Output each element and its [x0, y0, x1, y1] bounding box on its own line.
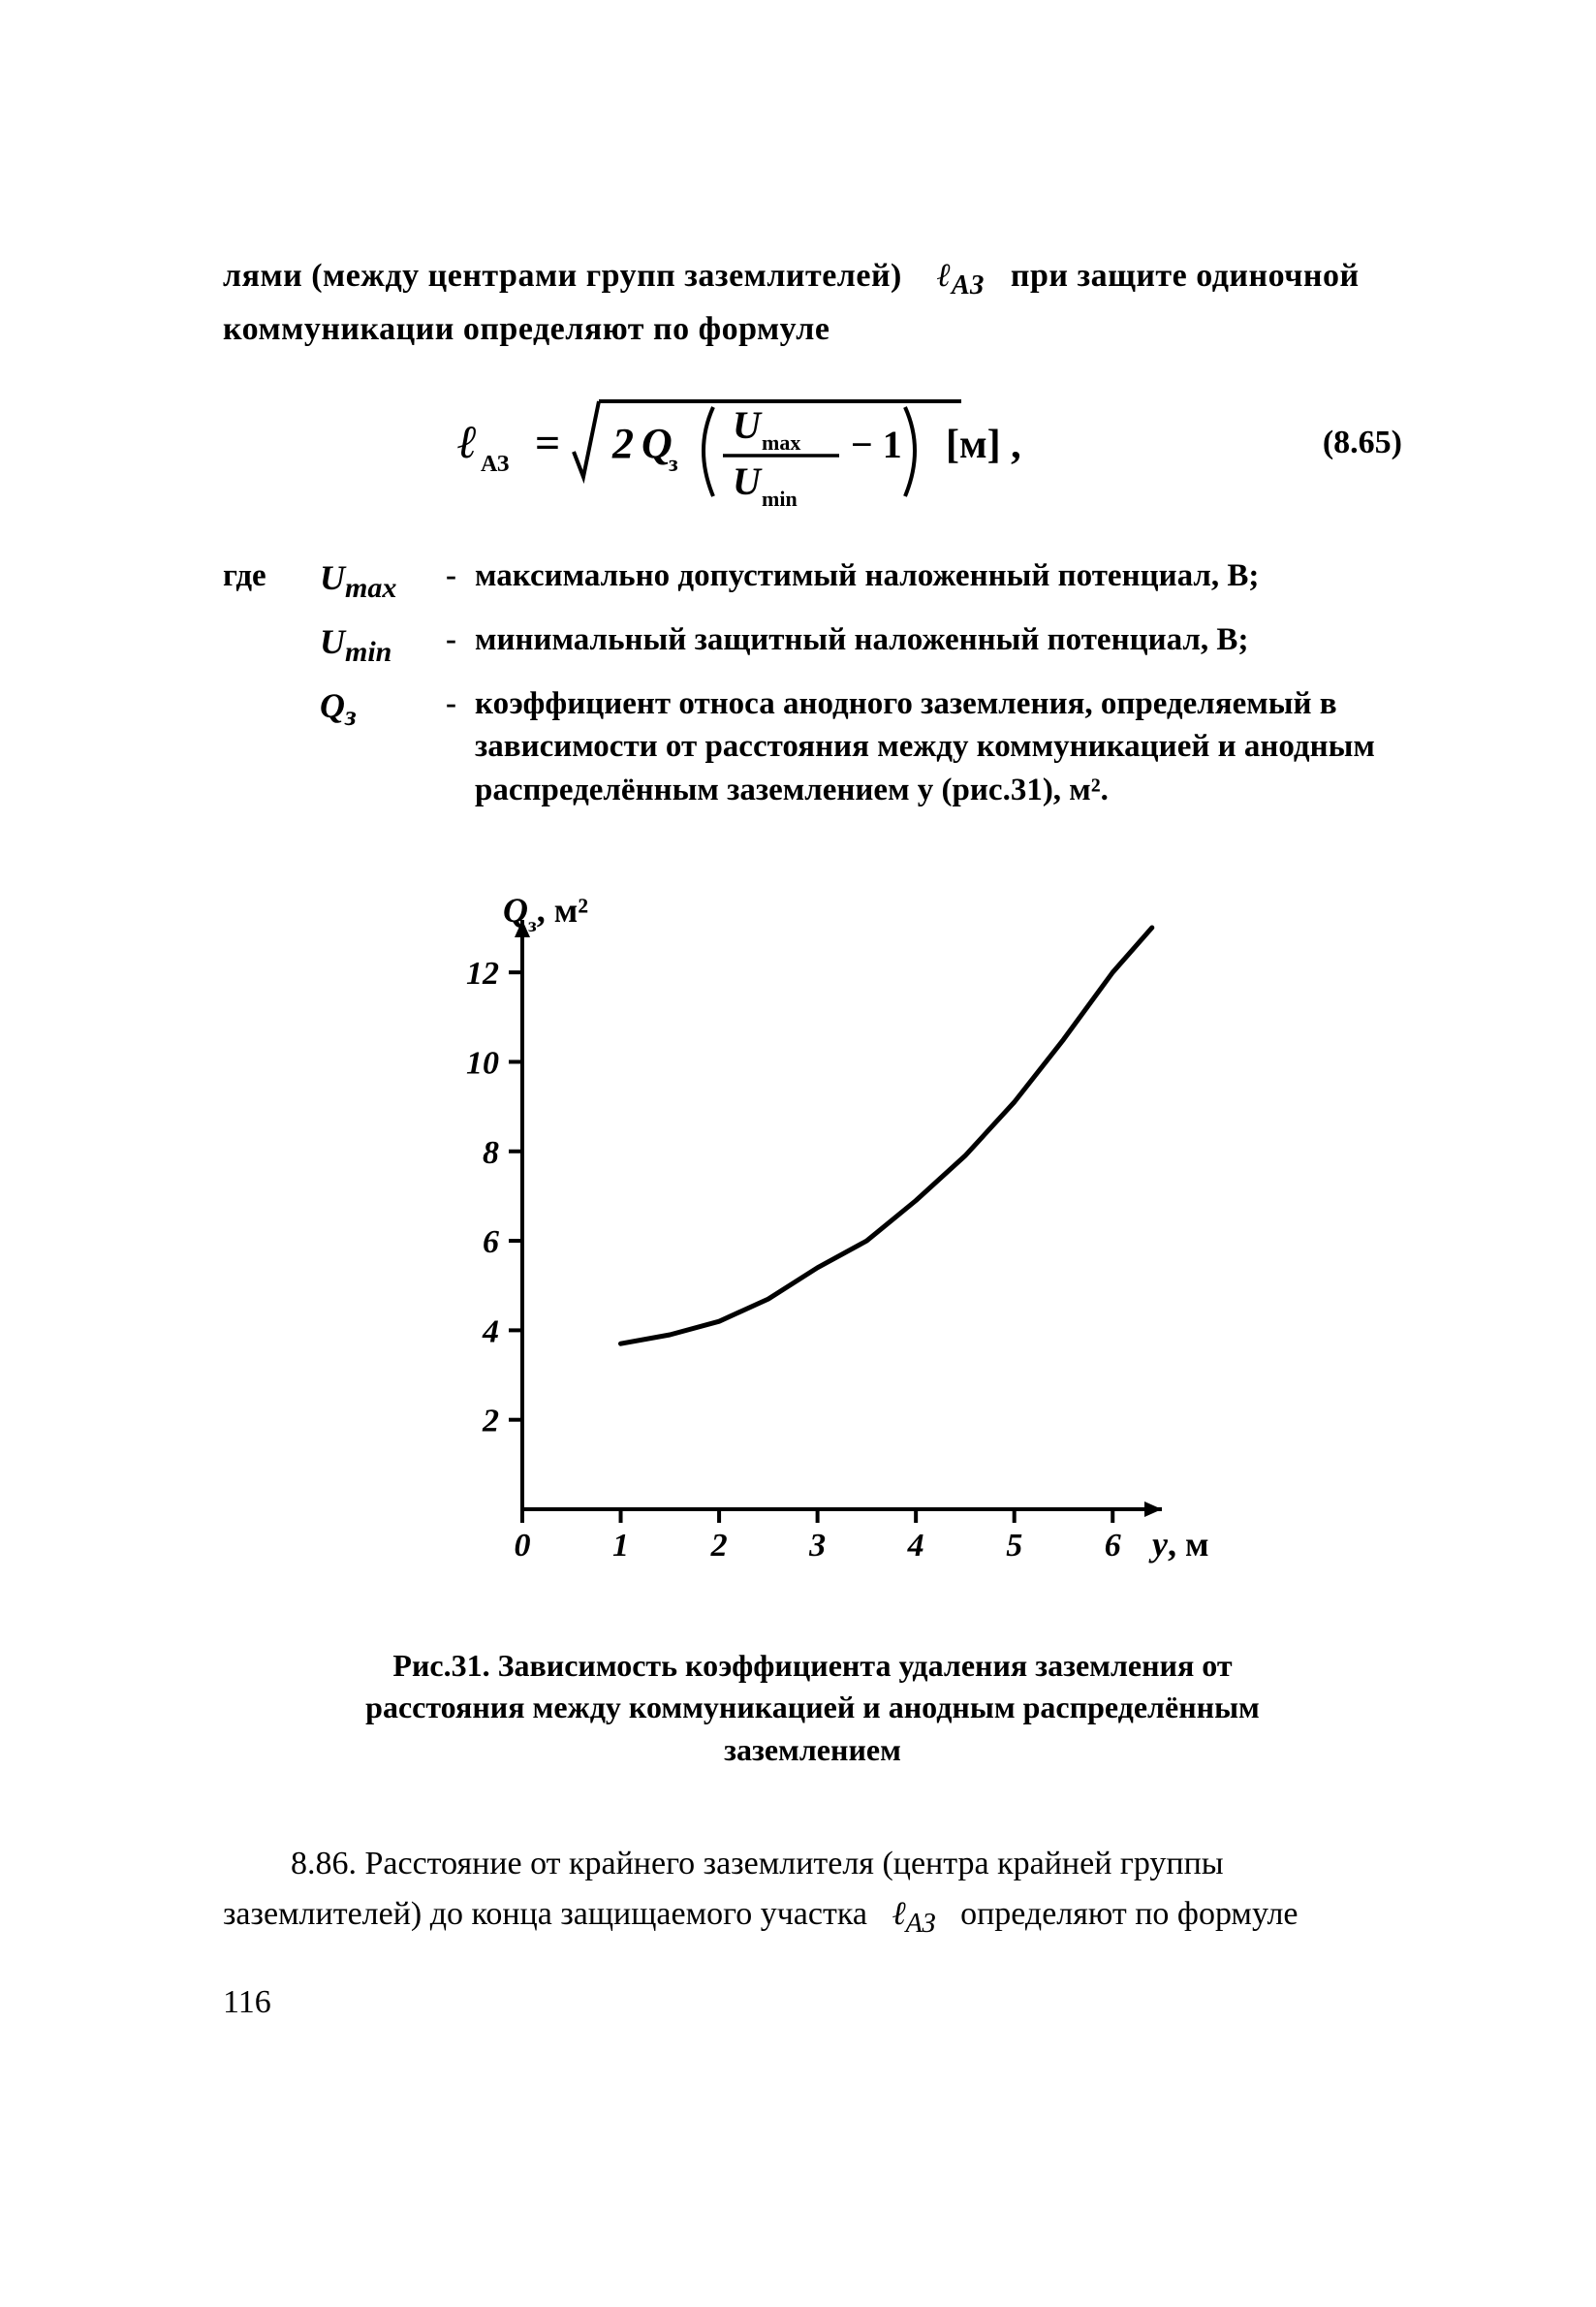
svg-text:=: = — [535, 418, 560, 467]
svg-text:12: 12 — [466, 956, 499, 992]
svg-text:min: min — [762, 487, 798, 511]
def-text-qz: коэффициент относа анодного заземления, … — [475, 682, 1402, 812]
svg-text:5: 5 — [1006, 1528, 1022, 1564]
definitions-block: где Umax - максимально допустимый наложе… — [223, 554, 1402, 811]
symbol-l-az-inline-2: ℓАЗ — [892, 1896, 944, 1932]
paragraph-intro: лями (между центрами групп заземлителей)… — [223, 252, 1402, 353]
svg-text:6: 6 — [1104, 1528, 1120, 1564]
svg-text:4: 4 — [906, 1528, 923, 1564]
svg-text:10: 10 — [466, 1046, 499, 1082]
svg-text:4: 4 — [482, 1314, 499, 1350]
figure-31-chart: 012345624681012Qз, м²y, м — [223, 889, 1402, 1587]
def-symbol-umax: Umax — [320, 554, 446, 609]
svg-text:[м] ,: [м] , — [946, 423, 1021, 467]
page: лями (между центрами групп заземлителей)… — [0, 0, 1596, 2307]
def-symbol-qz: Qз — [320, 682, 446, 737]
def-symbol-umin: Umin — [320, 618, 446, 673]
para1-part-a: лями (между центрами групп заземлителей) — [223, 258, 902, 294]
def-row-umax: где Umax - максимально допустимый наложе… — [223, 554, 1402, 609]
svg-text:з: з — [669, 452, 678, 477]
def-text-umin: минимальный защитный наложенный потенциа… — [475, 618, 1402, 662]
equation-svg: ℓАЗ=2QзUmaxUmin− 1[м] , — [448, 370, 1068, 516]
equation-number: (8.65) — [1323, 425, 1402, 461]
page-number: 116 — [223, 1984, 1402, 2021]
def-text-umax: максимально допустимый наложенный потенц… — [475, 554, 1402, 598]
svg-text:ℓ: ℓ — [457, 417, 478, 468]
svg-text:y, м: y, м — [1148, 1525, 1209, 1564]
svg-text:− 1: − 1 — [851, 423, 902, 466]
svg-text:Qз, м²: Qз, м² — [503, 891, 588, 936]
svg-text:U: U — [733, 459, 763, 503]
equation-row: ℓАЗ=2QзUmaxUmin− 1[м] , (8.65) — [223, 370, 1402, 516]
paragraph-886: 8.86. Расстояние от крайнего заземлителя… — [223, 1839, 1402, 1945]
symbol-l-az-inline: ℓАЗ — [937, 258, 993, 294]
def-row-qz: Qз - коэффициент относа анодного заземле… — [223, 682, 1402, 812]
defs-lead: где — [223, 554, 320, 598]
para2-part-b: определяют по формуле — [960, 1896, 1298, 1932]
svg-text:1: 1 — [612, 1528, 629, 1564]
svg-text:АЗ: АЗ — [481, 452, 510, 477]
svg-text:0: 0 — [514, 1528, 530, 1564]
svg-text:2: 2 — [482, 1404, 499, 1439]
svg-text:8: 8 — [483, 1135, 499, 1171]
svg-text:Q: Q — [642, 420, 673, 467]
svg-text:6: 6 — [483, 1224, 499, 1260]
svg-text:2: 2 — [709, 1528, 727, 1564]
svg-text:U: U — [733, 403, 763, 447]
svg-text:2: 2 — [611, 420, 634, 467]
chart-svg: 012345624681012Qз, м²y, м — [416, 889, 1210, 1587]
svg-text:max: max — [762, 430, 800, 455]
svg-text:3: 3 — [808, 1528, 826, 1564]
equation: ℓАЗ=2QзUmaxUmin− 1[м] , — [223, 370, 1294, 516]
def-row-umin: Umin - минимальный защитный наложенный п… — [223, 618, 1402, 673]
figure-31-caption: Рис.31. Зависимость коэффициента удалени… — [329, 1645, 1298, 1771]
